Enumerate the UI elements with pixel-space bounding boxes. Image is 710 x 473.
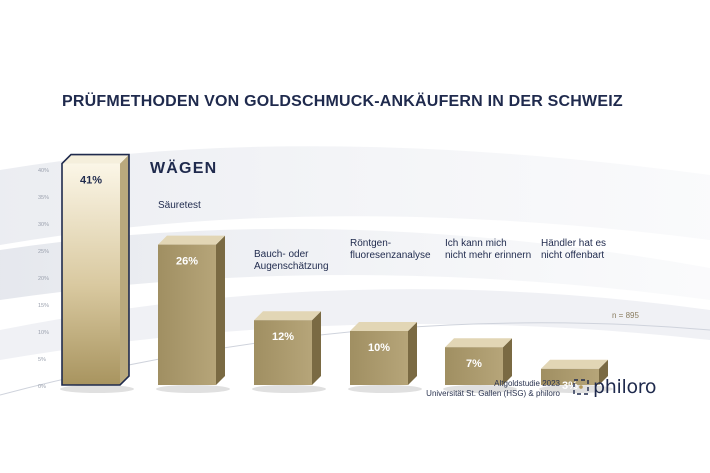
bar-top bbox=[445, 338, 512, 348]
bar-top bbox=[158, 235, 225, 245]
bar-top bbox=[350, 322, 417, 331]
sample-size-annotation: n = 895 bbox=[612, 311, 639, 320]
bar-top bbox=[254, 311, 321, 321]
bar-front bbox=[254, 320, 312, 385]
swoosh-band bbox=[0, 146, 710, 245]
bar-front bbox=[350, 331, 408, 385]
bar-value-label: 12% bbox=[272, 331, 294, 343]
ytick-label: 0% bbox=[38, 384, 46, 390]
bar-shadow bbox=[539, 385, 613, 393]
bar-top bbox=[541, 359, 608, 369]
category-label-2: Bauch- oder Augenschätzung bbox=[254, 249, 329, 272]
bar-front bbox=[158, 244, 216, 385]
category-label-5: Händler hat es nicht offenbart bbox=[541, 238, 607, 261]
category-label-0: WÄGEN bbox=[150, 160, 218, 177]
bar-side bbox=[599, 359, 608, 385]
source-note: Altgoldstudie 2023 Universität St. Galle… bbox=[426, 379, 560, 398]
ytick-label: 5% bbox=[38, 357, 46, 363]
category-label-4: Ich kann mich nicht mehr erinnern bbox=[445, 238, 532, 261]
bar-shadow bbox=[348, 385, 422, 393]
bar-shadow bbox=[156, 385, 230, 393]
ytick-label: 10% bbox=[38, 330, 49, 336]
bar-highlight-outline bbox=[61, 153, 130, 386]
bar-shadow bbox=[60, 385, 134, 393]
logo-wordmark: philoro bbox=[593, 376, 657, 398]
bar-side bbox=[312, 311, 321, 385]
category-label-3: Röntgen- fluoresenzanalyse bbox=[350, 238, 431, 261]
ytick-label: 15% bbox=[38, 303, 49, 309]
chart-title: PRÜFMETHODEN VON GOLDSCHMUCK-ANKÄUFERN I… bbox=[62, 93, 623, 110]
bar-value-label: 7% bbox=[466, 358, 482, 370]
bar-side bbox=[216, 235, 225, 385]
bar-side bbox=[120, 154, 129, 385]
ytick-label: 20% bbox=[38, 276, 49, 282]
bar-side bbox=[408, 322, 417, 385]
ytick-label: 30% bbox=[38, 222, 49, 228]
philoro-logo: philoro bbox=[573, 376, 657, 398]
bar-value-label: 10% bbox=[368, 342, 390, 354]
bar-value-label: 26% bbox=[176, 256, 198, 268]
category-label-1: Säuretest bbox=[158, 200, 201, 211]
bar-front bbox=[445, 347, 503, 385]
ytick-label: 35% bbox=[38, 195, 49, 201]
bar-side bbox=[503, 338, 512, 385]
bar-value-label: 3% bbox=[562, 380, 578, 392]
ytick-label: 25% bbox=[38, 249, 49, 255]
bar-top bbox=[62, 154, 129, 164]
bar-value-label: 41% bbox=[80, 175, 102, 187]
bar-shadow bbox=[252, 385, 326, 393]
philoro-logo-icon bbox=[573, 379, 589, 395]
bar-front bbox=[541, 368, 599, 385]
bar-shadow bbox=[443, 385, 517, 393]
ytick-label: 40% bbox=[38, 168, 49, 174]
bar-front bbox=[62, 163, 120, 385]
